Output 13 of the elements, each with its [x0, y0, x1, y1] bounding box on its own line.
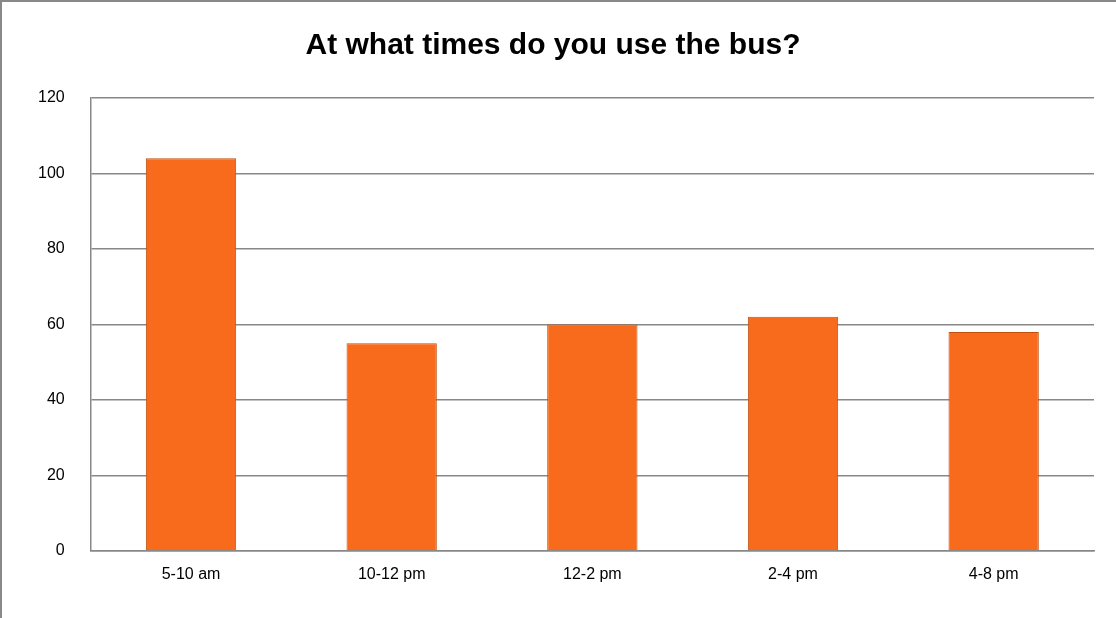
- y-tick-label: 80: [46, 239, 65, 257]
- y-tick-label: 120: [37, 88, 65, 106]
- y-tick-label: 60: [46, 314, 65, 332]
- chart-title: At what times do you use the bus?: [305, 27, 801, 61]
- x-tick-label: 10-12 pm: [357, 564, 426, 582]
- y-tick-label: 40: [46, 390, 65, 408]
- x-tick-label: 12-2 pm: [563, 564, 622, 582]
- x-tick-label: 4-8 pm: [968, 564, 1019, 582]
- y-tick-label: 100: [37, 163, 65, 181]
- x-tick-label: 2-4 pm: [768, 564, 818, 582]
- y-tick-label: 0: [55, 541, 65, 559]
- x-tick-label: 5-10 am: [161, 564, 221, 582]
- y-tick-label: 20: [46, 465, 65, 483]
